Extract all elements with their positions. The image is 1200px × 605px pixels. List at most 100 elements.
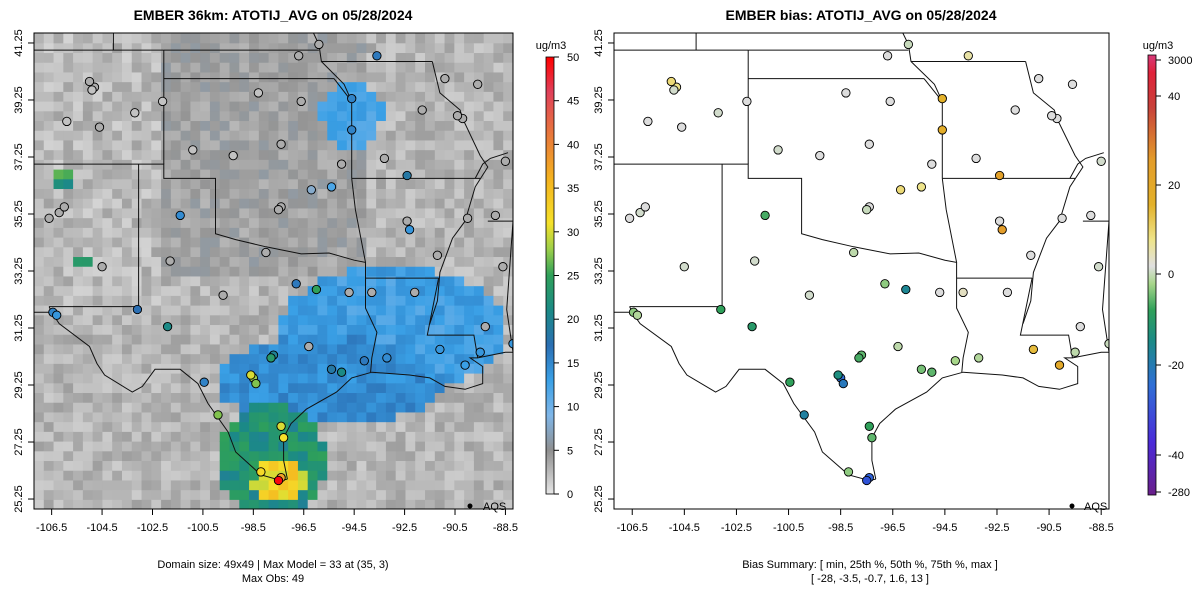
grid-cell [337, 91, 348, 102]
grid-cell [385, 62, 397, 73]
grid-cell [219, 42, 231, 54]
grid-cell [131, 246, 143, 258]
grid-cell [200, 363, 211, 374]
bias-site-marker [1010, 105, 1020, 115]
grid-cell [297, 178, 309, 190]
grid-cell [249, 314, 260, 326]
grid-cell [346, 81, 358, 92]
grid-cell [92, 71, 104, 83]
grid-cell [415, 33, 426, 44]
grid-cell [503, 431, 513, 442]
grid-cell [307, 169, 319, 180]
grid-cell [395, 324, 407, 335]
grid-cell [503, 470, 513, 481]
grid-cell [53, 246, 64, 258]
grid-cell [121, 479, 133, 491]
grid-cell [200, 421, 211, 432]
grid-cell [483, 314, 495, 326]
grid-cell [229, 139, 240, 151]
grid-cell [425, 149, 436, 160]
grid-cell [53, 373, 64, 384]
grid-cell [376, 402, 387, 413]
grid-cell [464, 285, 475, 296]
grid-cell [112, 120, 123, 131]
grid-cell [483, 52, 495, 63]
grid-cell [493, 198, 504, 209]
grid-cell [249, 81, 260, 92]
grid-cell [346, 275, 358, 287]
grid-cell [297, 266, 309, 277]
grid-cell [239, 130, 250, 141]
grid-cell [73, 120, 84, 131]
grid-cell [307, 227, 319, 238]
grid-cell [190, 324, 201, 335]
x-tick-label: -88.5 [493, 522, 518, 534]
grid-cell [464, 256, 475, 267]
grid-cell [454, 431, 465, 442]
grid-cell [112, 460, 123, 471]
grid-cell [63, 207, 74, 219]
grid-cell [473, 470, 485, 481]
grid-cell [200, 295, 211, 306]
grid-cell [503, 460, 513, 471]
grid-cell [454, 52, 465, 63]
grid-cell [278, 101, 289, 112]
grid-cell [464, 324, 475, 335]
right-footer-line1: Bias Summary: [ min, 25th %, 50th %, 75t… [742, 559, 998, 571]
grid-cell [366, 382, 377, 394]
grid-cell [346, 33, 358, 44]
grid-cell [258, 178, 270, 190]
grid-cell [219, 227, 231, 238]
grid-cell [473, 402, 485, 413]
grid-cell [327, 101, 338, 112]
grid-cell [161, 207, 172, 219]
grid-cell [473, 188, 485, 199]
grid-cell [503, 101, 513, 112]
grid-cell [444, 101, 455, 112]
grid-cell [63, 256, 74, 267]
grid-cell [454, 421, 465, 432]
grid-cell [239, 178, 250, 190]
grid-cell [161, 246, 172, 258]
grid-cell [53, 91, 64, 102]
grid-cell [92, 266, 104, 277]
grid-cell [43, 450, 55, 462]
grid-cell [464, 52, 475, 63]
grid-cell [444, 314, 455, 326]
grid-cell [415, 295, 426, 306]
site-marker [62, 116, 72, 127]
grid-cell [317, 159, 328, 170]
grid-cell [73, 441, 84, 452]
observation-sites [44, 39, 513, 486]
grid-cell [317, 62, 328, 73]
grid-cell [131, 314, 143, 326]
grid-cell [200, 441, 211, 452]
grid-cell [395, 353, 407, 364]
grid-cell [454, 479, 465, 491]
grid-cell [92, 460, 104, 471]
grid-cell [258, 499, 270, 509]
grid-cell [278, 392, 289, 403]
grid-cell [229, 314, 240, 326]
grid-cell [297, 373, 309, 384]
grid-cell [53, 343, 64, 355]
grid-cell [483, 227, 495, 238]
grid-cell [444, 353, 455, 364]
grid-cell [180, 382, 192, 394]
grid-cell [219, 120, 231, 131]
grid-cell [249, 479, 260, 491]
grid-cell [131, 324, 143, 335]
grid-cell [121, 110, 133, 122]
grid-cell [346, 62, 358, 73]
grid-cell [395, 363, 407, 374]
bias-site-marker [994, 216, 1005, 226]
grid-cell [180, 237, 192, 248]
grid-cell [425, 169, 436, 180]
grid-cell [434, 159, 446, 170]
grid-cell [366, 441, 377, 452]
grid-cell [405, 237, 416, 248]
grid-cell [405, 411, 416, 423]
grid-cell [63, 343, 74, 355]
site-marker [336, 159, 347, 169]
grid-cell [82, 441, 94, 452]
